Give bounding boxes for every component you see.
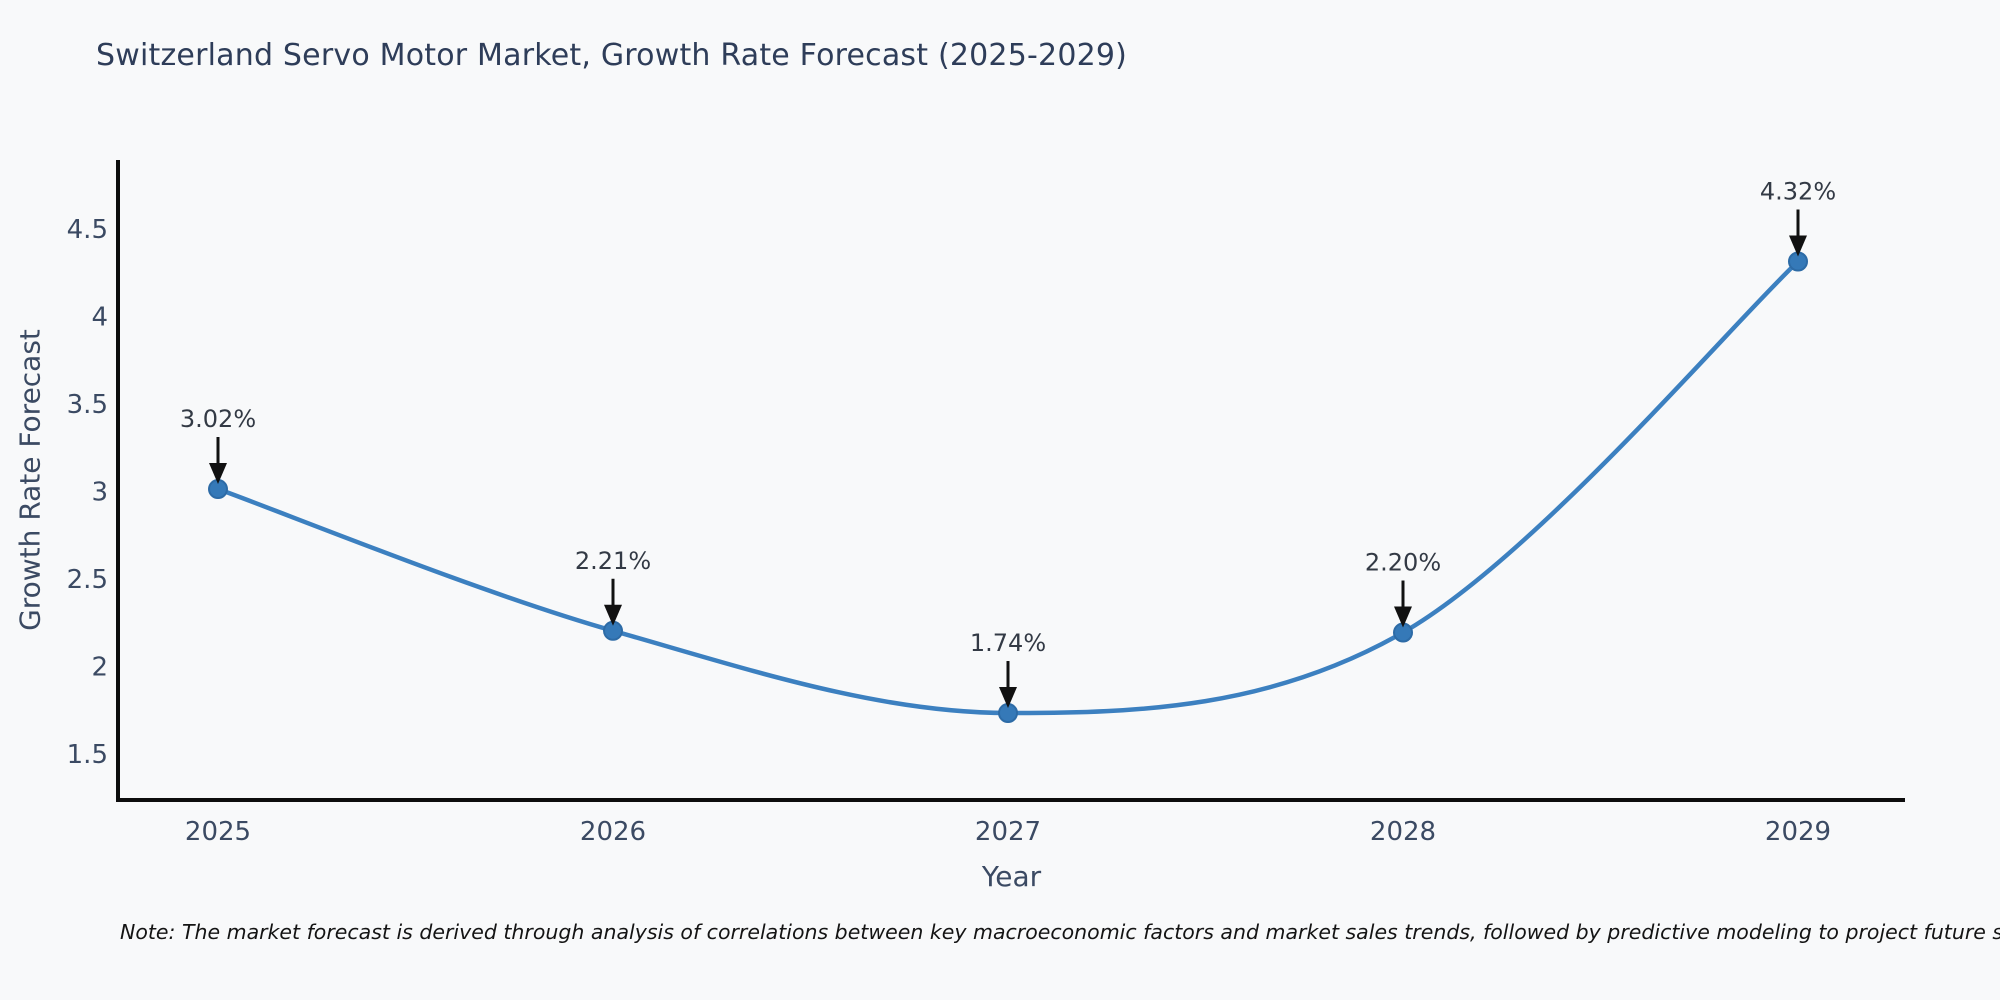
- data-point-label: 2.20%: [1365, 549, 1441, 577]
- annotation-arrow-head: [209, 463, 227, 485]
- x-tick-label: 2026: [580, 817, 646, 847]
- y-tick-label: 3.5: [67, 390, 108, 420]
- y-axis-title: Growth Rate Forecast: [13, 329, 47, 631]
- annotation-arrow-head: [1394, 606, 1412, 628]
- annotation-arrow-head: [999, 687, 1017, 709]
- x-tick-label: 2027: [975, 817, 1041, 847]
- x-axis-title: Year: [981, 860, 1042, 893]
- annotation-arrow-head: [1789, 235, 1807, 257]
- x-tick-label: 2029: [1765, 817, 1831, 847]
- data-point-label: 1.74%: [970, 629, 1046, 657]
- y-tick-label: 1.5: [67, 740, 108, 770]
- x-tick-label: 2025: [185, 817, 251, 847]
- data-point-label: 3.02%: [180, 405, 256, 433]
- annotation-arrow-head: [604, 604, 622, 626]
- x-tick-label: 2028: [1370, 817, 1436, 847]
- data-point-label: 2.21%: [575, 547, 651, 575]
- chart-footnote: Note: The market forecast is derived thr…: [120, 920, 2000, 944]
- y-tick-label: 4.5: [67, 215, 108, 245]
- y-tick-label: 2.5: [67, 565, 108, 595]
- data-point-label: 4.32%: [1760, 178, 1836, 206]
- y-tick-label: 3: [91, 478, 108, 508]
- chart-title: Switzerland Servo Motor Market, Growth R…: [96, 38, 1128, 73]
- y-tick-label: 4: [91, 303, 108, 333]
- y-tick-label: 2: [91, 653, 108, 683]
